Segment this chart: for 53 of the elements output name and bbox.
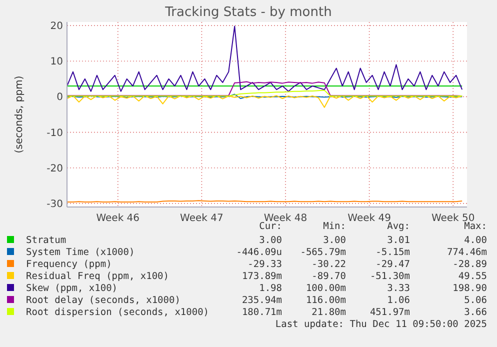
text: -446.09u [236, 247, 282, 258]
text: -5.15m [376, 247, 410, 258]
text: 116.00m [306, 295, 346, 306]
text: -565.79m [300, 247, 346, 258]
text: 173.89m [242, 271, 282, 282]
text: 4.00 [464, 235, 488, 246]
chart-title: Tracking Stats - by month [164, 5, 332, 20]
text: Max: [464, 221, 487, 232]
text: 774.46m [446, 247, 488, 258]
text: 5.06 [464, 295, 488, 306]
text: 1.06 [387, 295, 410, 306]
text: 21.80m [312, 307, 346, 318]
text: 451.97m [370, 307, 410, 318]
legend-label: Residual Freq (ppm, x100) [26, 271, 169, 282]
legend-label: Skew (ppm, x100) [26, 283, 118, 294]
x-tick-label: Week 46 [96, 213, 140, 224]
text: -51.30m [370, 271, 410, 282]
text: 198.90 [452, 283, 488, 294]
x-tick-label: Week 48 [264, 213, 308, 224]
legend-label: Stratum [26, 235, 66, 246]
text: -89.70 [312, 271, 346, 282]
legend-label: Root dispersion (seconds, x1000) [26, 307, 210, 318]
legend-label: Frequency (ppm) [26, 259, 112, 270]
text: -29.33 [248, 259, 282, 270]
text: 100.00m [306, 283, 346, 294]
y-tick-label: -20 [46, 163, 63, 174]
line-series [66, 95, 463, 108]
legend-label: System Time (x1000) [26, 247, 135, 258]
text: 235.94m [242, 295, 282, 306]
text: 3.01 [387, 235, 410, 246]
text: 3.33 [387, 283, 410, 294]
text: 180.71m [242, 307, 282, 318]
text: 3.00 [259, 235, 282, 246]
y-tick-label: -10 [46, 128, 63, 139]
line-series [66, 26, 463, 92]
y-tick-label: 10 [50, 56, 63, 68]
legend-label: Root delay (seconds, x1000) [26, 295, 180, 306]
text: 3.66 [464, 307, 488, 318]
text: -29.47 [376, 259, 410, 270]
y-tick-label: 0 [56, 92, 63, 104]
text: Avg: [387, 221, 410, 232]
y-axis-title: (seconds, ppm) [14, 76, 25, 154]
text: 3.00 [323, 235, 346, 246]
text: Cur: [259, 221, 282, 232]
text: Min: [323, 221, 346, 232]
y-tick-label: 20 [50, 21, 63, 32]
text: 1.98 [259, 283, 282, 294]
text: -28.89 [452, 259, 488, 270]
text: Last update: Thu Dec 11 09:50:00 2025 [275, 319, 487, 330]
y-tick-label: -30 [46, 198, 63, 210]
x-tick-label: Week 47 [180, 213, 224, 224]
text: -30.22 [312, 259, 346, 270]
text: 49.55 [458, 271, 487, 282]
